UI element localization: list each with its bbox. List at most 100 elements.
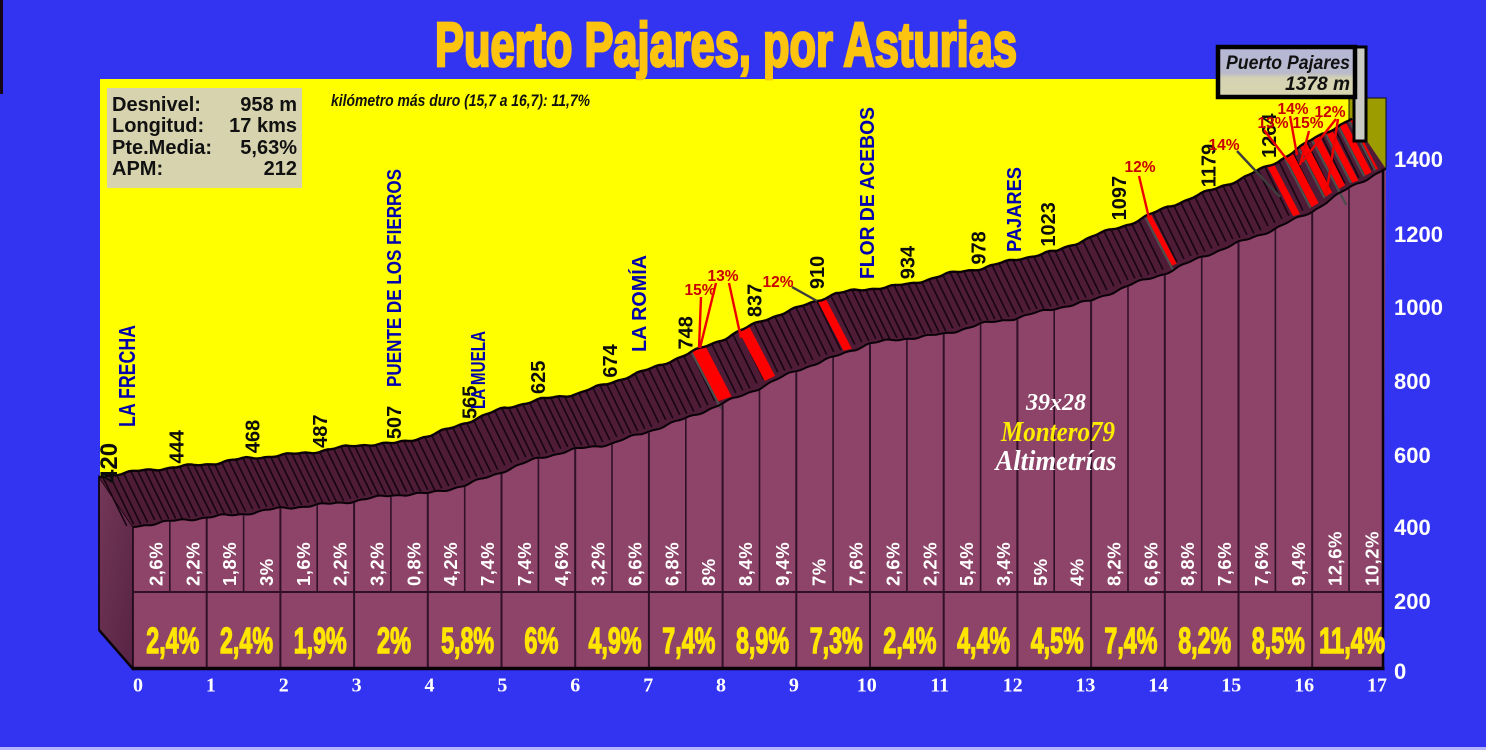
svg-text:0: 0 [1394, 659, 1406, 684]
svg-text:Pte.Media:: Pte.Media: [112, 137, 212, 159]
svg-text:5,4%: 5,4% [956, 542, 977, 586]
svg-text:13%: 13% [707, 268, 738, 285]
svg-text:PAJARES: PAJARES [1004, 167, 1026, 252]
svg-text:1378 m: 1378 m [1285, 73, 1350, 95]
svg-text:39x28: 39x28 [1025, 390, 1086, 416]
svg-text:7,6%: 7,6% [1251, 542, 1272, 586]
svg-text:9,4%: 9,4% [1288, 542, 1309, 586]
svg-text:2,4%: 2,4% [883, 620, 936, 661]
svg-text:2: 2 [279, 675, 289, 697]
svg-text:978: 978 [968, 231, 990, 264]
svg-text:Desnivel:: Desnivel: [112, 94, 201, 116]
svg-text:7,4%: 7,4% [662, 620, 715, 661]
svg-text:910: 910 [807, 256, 829, 289]
svg-text:837: 837 [744, 284, 766, 317]
svg-text:7,6%: 7,6% [1214, 542, 1235, 586]
svg-text:468: 468 [242, 420, 264, 453]
svg-text:Puerto Pajares: Puerto Pajares [1226, 52, 1350, 74]
svg-text:2%: 2% [377, 620, 411, 661]
svg-text:487: 487 [310, 414, 332, 447]
svg-text:0,8%: 0,8% [403, 542, 424, 586]
svg-text:Altimetrías: Altimetrías [994, 446, 1117, 477]
svg-text:5,8%: 5,8% [441, 620, 494, 661]
svg-text:6,6%: 6,6% [624, 542, 645, 586]
svg-text:625: 625 [528, 361, 550, 394]
svg-text:3,4%: 3,4% [993, 542, 1014, 586]
svg-text:14%: 14% [1208, 137, 1239, 154]
svg-text:7,4%: 7,4% [1104, 620, 1157, 661]
svg-text:17 kms: 17 kms [229, 115, 297, 137]
svg-text:5%: 5% [1030, 558, 1051, 586]
svg-text:12%: 12% [762, 274, 793, 291]
svg-text:kilómetro más duro (15,7 a 16,: kilómetro más duro (15,7 a 16,7): 11,7% [331, 92, 590, 110]
svg-text:LA ROMÍA: LA ROMÍA [628, 255, 651, 352]
svg-text:7: 7 [643, 675, 653, 697]
svg-text:1,6%: 1,6% [293, 542, 314, 586]
svg-text:Montero79: Montero79 [1000, 417, 1115, 448]
svg-text:12%: 12% [1124, 159, 1155, 176]
svg-text:1200: 1200 [1394, 222, 1443, 247]
svg-text:7,6%: 7,6% [846, 542, 867, 586]
svg-text:674: 674 [600, 343, 622, 377]
svg-text:4%: 4% [1067, 558, 1088, 586]
svg-text:LA MUELA: LA MUELA [468, 331, 490, 409]
svg-text:4,9%: 4,9% [589, 620, 642, 661]
svg-text:2,6%: 2,6% [882, 542, 903, 586]
svg-text:12%: 12% [1314, 104, 1345, 121]
svg-text:8,4%: 8,4% [735, 542, 756, 586]
svg-text:15: 15 [1221, 675, 1241, 697]
svg-text:8,2%: 8,2% [1178, 620, 1231, 661]
svg-text:8: 8 [716, 675, 726, 697]
svg-text:1000: 1000 [1394, 295, 1443, 320]
svg-text:3: 3 [352, 675, 362, 697]
svg-text:11: 11 [930, 675, 949, 697]
svg-text:934: 934 [898, 245, 920, 279]
svg-text:8,2%: 8,2% [1104, 542, 1125, 586]
svg-text:10,2%: 10,2% [1361, 531, 1382, 586]
svg-text:7%: 7% [809, 558, 830, 586]
svg-text:2,2%: 2,2% [919, 542, 940, 586]
svg-text:212: 212 [264, 158, 297, 180]
svg-text:958 m: 958 m [240, 94, 297, 116]
svg-text:8,9%: 8,9% [736, 620, 789, 661]
svg-text:4,6%: 4,6% [551, 542, 572, 586]
svg-text:5,63%: 5,63% [240, 137, 297, 159]
svg-text:8,5%: 8,5% [1252, 620, 1305, 661]
svg-text:7,4%: 7,4% [514, 542, 535, 586]
svg-text:14%: 14% [1277, 101, 1308, 118]
svg-text:Longitud:: Longitud: [112, 115, 204, 137]
svg-text:7,4%: 7,4% [477, 542, 498, 586]
svg-text:748: 748 [676, 316, 698, 349]
svg-text:600: 600 [1394, 443, 1431, 468]
svg-text:507: 507 [384, 406, 406, 439]
svg-text:16: 16 [1294, 675, 1314, 697]
svg-text:17: 17 [1367, 675, 1387, 697]
svg-text:6: 6 [570, 675, 580, 697]
svg-text:4,5%: 4,5% [1031, 620, 1084, 661]
svg-text:3%: 3% [256, 558, 277, 586]
svg-text:FLOR DE ACEBOS: FLOR DE ACEBOS [857, 107, 879, 279]
svg-text:8%: 8% [698, 558, 719, 586]
svg-text:11,4%: 11,4% [1319, 620, 1385, 661]
svg-text:1,9%: 1,9% [294, 620, 347, 661]
svg-text:7,3%: 7,3% [810, 620, 863, 661]
svg-text:4,4%: 4,4% [957, 620, 1010, 661]
svg-text:565: 565 [460, 386, 482, 419]
svg-text:2,4%: 2,4% [146, 620, 199, 661]
svg-text:1: 1 [206, 675, 216, 697]
svg-text:1023: 1023 [1038, 202, 1060, 247]
svg-text:6,6%: 6,6% [1140, 542, 1161, 586]
svg-text:PUENTE DE LOS FIERROS: PUENTE DE LOS FIERROS [384, 169, 406, 387]
svg-text:10: 10 [857, 675, 877, 697]
svg-text:2,2%: 2,2% [330, 542, 351, 586]
svg-text:15%: 15% [684, 282, 715, 299]
svg-text:1400: 1400 [1394, 147, 1443, 172]
svg-text:12,6%: 12,6% [1325, 531, 1346, 586]
svg-text:13: 13 [1075, 675, 1095, 697]
svg-text:420: 420 [96, 443, 123, 483]
svg-text:3,2%: 3,2% [588, 542, 609, 586]
svg-text:200: 200 [1394, 589, 1431, 614]
svg-text:9,4%: 9,4% [772, 542, 793, 586]
svg-text:12: 12 [1003, 675, 1023, 697]
svg-text:Puerto Pajares, por Asturias: Puerto Pajares, por Asturias [435, 11, 1017, 80]
